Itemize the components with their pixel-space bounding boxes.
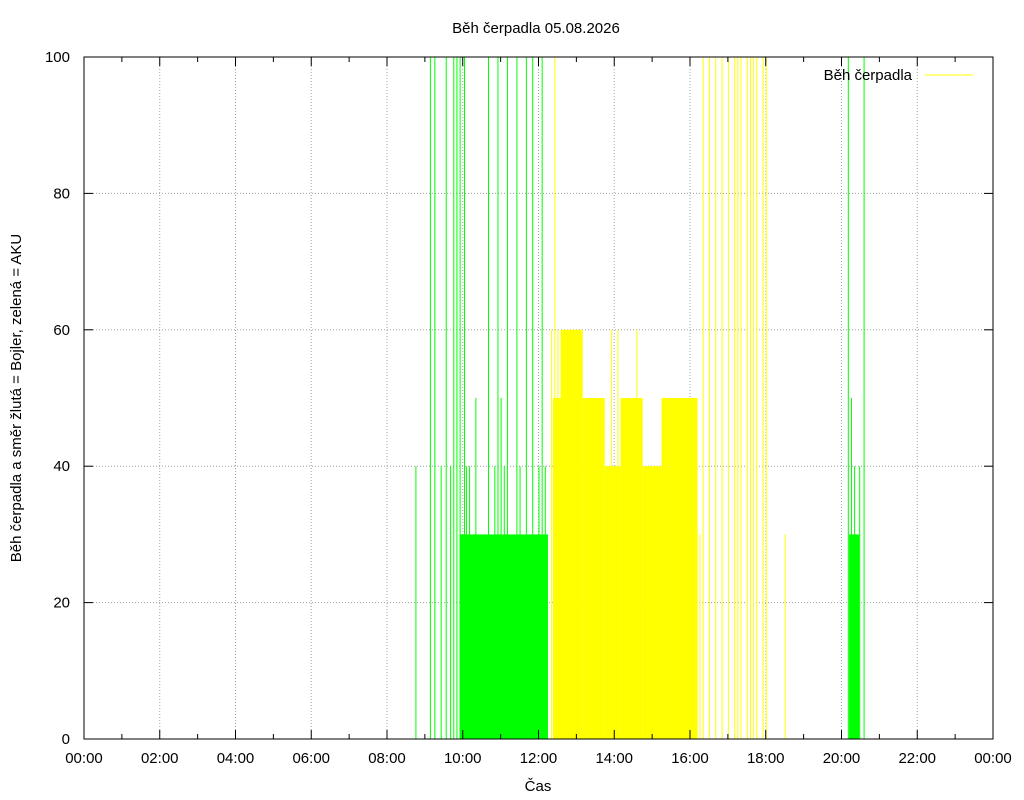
y-tick-label: 40	[53, 458, 70, 475]
x-tick-label: 14:00	[595, 750, 633, 767]
y-tick-label: 60	[53, 322, 70, 339]
yellow-run-block	[661, 398, 698, 739]
y-tick-label: 0	[62, 731, 70, 748]
x-tick-label: 12:00	[520, 750, 558, 767]
x-tick-label: 16:00	[671, 750, 709, 767]
x-tick-label: 00:00	[974, 750, 1012, 767]
chart-title: Běh čerpadla 05.08.2026	[452, 20, 620, 37]
legend: Běh čerpadla	[824, 67, 973, 84]
x-tick-label: 18:00	[747, 750, 785, 767]
x-tick-label: 08:00	[368, 750, 406, 767]
y-tick-label: 20	[53, 595, 70, 612]
x-axis-title: Čas	[525, 778, 552, 795]
x-tick-label: 00:00	[65, 750, 103, 767]
yellow-run-block	[553, 398, 561, 739]
yellow-run-block	[604, 466, 621, 739]
yellow-run-block	[620, 398, 643, 739]
y-tick-label: 80	[53, 185, 70, 202]
y-tick-label: 100	[45, 49, 70, 66]
legend-label: Běh čerpadla	[824, 67, 913, 84]
yellow-run-block	[560, 329, 583, 739]
yellow-run-block	[582, 398, 605, 739]
x-tick-label: 22:00	[898, 750, 936, 767]
x-tick-label: 02:00	[141, 750, 179, 767]
x-tick-label: 04:00	[217, 750, 255, 767]
y-axis-title: Běh čerpadla a směr žlutá = Bojler, zele…	[8, 234, 25, 563]
data-bars	[415, 57, 865, 739]
axis-ticks: 00:00 02:00 04:00 06:00 08:00 10:00 12:00 14:00…	[45, 49, 1012, 767]
x-tick-label: 20:00	[823, 750, 861, 767]
x-tick-label: 10:00	[444, 750, 482, 767]
x-tick-label: 06:00	[292, 750, 330, 767]
